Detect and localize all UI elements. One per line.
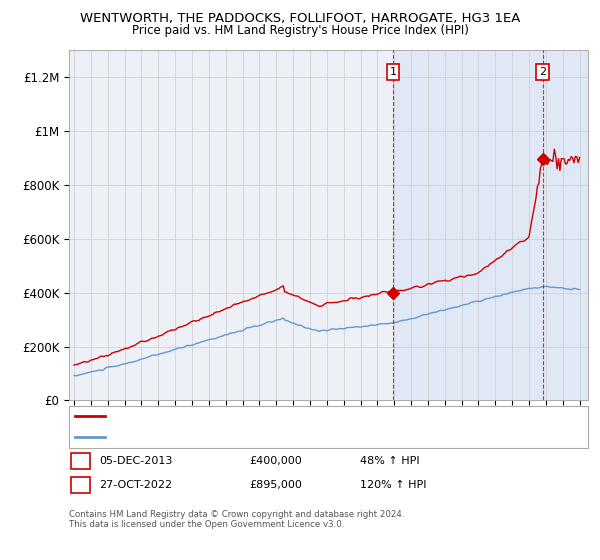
Text: 27-OCT-2022: 27-OCT-2022 [99,480,172,490]
Text: 2: 2 [539,67,547,77]
Text: Contains HM Land Registry data © Crown copyright and database right 2024.
This d: Contains HM Land Registry data © Crown c… [69,510,404,529]
Text: 48% ↑ HPI: 48% ↑ HPI [360,456,419,466]
Text: 1: 1 [389,67,397,77]
Bar [393,50,596,400]
Text: £400,000: £400,000 [249,456,302,466]
Text: £895,000: £895,000 [249,480,302,490]
Text: 120% ↑ HPI: 120% ↑ HPI [360,480,427,490]
Text: WENTWORTH, THE PADDOCKS, FOLLIFOOT, HARROGATE, HG3 1EA (detached house): WENTWORTH, THE PADDOCKS, FOLLIFOOT, HARR… [108,411,548,421]
Text: Price paid vs. HM Land Registry's House Price Index (HPI): Price paid vs. HM Land Registry's House … [131,24,469,36]
Text: 2: 2 [77,480,84,490]
Text: HPI: Average price, detached house, North Yorkshire: HPI: Average price, detached house, Nort… [108,432,381,442]
Text: 1: 1 [77,456,84,466]
Text: 05-DEC-2013: 05-DEC-2013 [99,456,172,466]
Text: WENTWORTH, THE PADDOCKS, FOLLIFOOT, HARROGATE, HG3 1EA: WENTWORTH, THE PADDOCKS, FOLLIFOOT, HARR… [80,12,520,25]
